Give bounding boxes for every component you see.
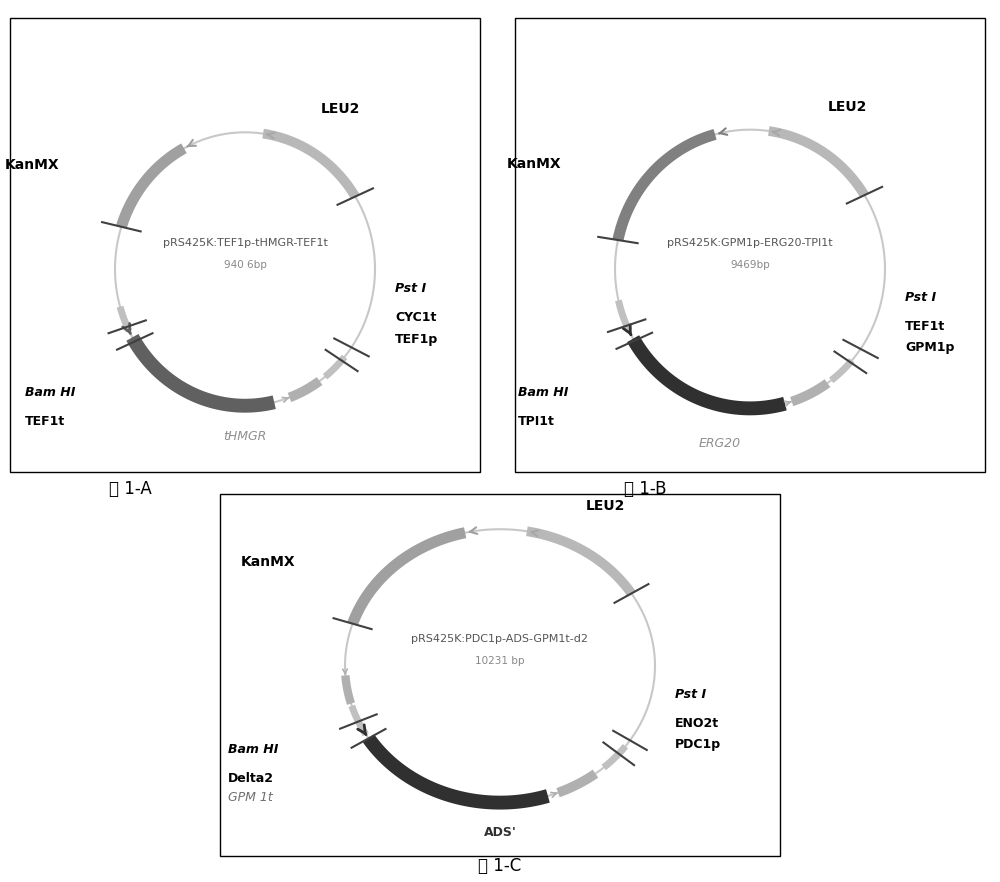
- Text: KanMX: KanMX: [506, 157, 561, 171]
- Text: 940 6bp: 940 6bp: [224, 259, 266, 270]
- Text: PDC1p: PDC1p: [675, 738, 721, 751]
- Text: 10231 bp: 10231 bp: [475, 656, 525, 667]
- Text: 图 1-C: 图 1-C: [478, 857, 522, 875]
- Bar: [515, 18, 985, 472]
- Text: GPM 1t: GPM 1t: [228, 791, 273, 804]
- Text: TEF1p: TEF1p: [395, 333, 438, 346]
- Text: Pst I: Pst I: [905, 291, 936, 304]
- Text: CYC1t: CYC1t: [395, 311, 436, 325]
- Text: Delta2: Delta2: [228, 772, 274, 785]
- Text: pRS425K:GPM1p-ERG20-TPI1t: pRS425K:GPM1p-ERG20-TPI1t: [667, 237, 833, 248]
- Text: LEU2: LEU2: [586, 499, 625, 513]
- Text: 9469bp: 9469bp: [730, 259, 770, 270]
- Text: Bam HI: Bam HI: [228, 743, 278, 756]
- Text: TEF1t: TEF1t: [905, 320, 945, 333]
- Text: tHMGR: tHMGR: [223, 430, 267, 444]
- Text: ERG20: ERG20: [699, 437, 741, 450]
- Text: LEU2: LEU2: [828, 100, 867, 114]
- Text: pRS425K:TEF1p-tHMGR-TEF1t: pRS425K:TEF1p-tHMGR-TEF1t: [163, 237, 327, 248]
- Text: Pst I: Pst I: [395, 282, 426, 295]
- Text: ENO2t: ENO2t: [675, 717, 719, 730]
- Text: ADS': ADS': [484, 826, 516, 840]
- Text: 图 1-B: 图 1-B: [624, 481, 666, 498]
- Text: Pst I: Pst I: [675, 688, 706, 701]
- Text: Bam HI: Bam HI: [25, 385, 75, 399]
- Text: KanMX: KanMX: [5, 159, 60, 172]
- Text: TEF1t: TEF1t: [25, 415, 65, 428]
- Text: TPI1t: TPI1t: [518, 415, 555, 428]
- Text: 图 1-A: 图 1-A: [109, 481, 151, 498]
- Text: GPM1p: GPM1p: [905, 341, 954, 355]
- Text: KanMX: KanMX: [241, 556, 296, 569]
- Bar: [10, 18, 480, 472]
- Text: pRS425K:PDC1p-ADS-GPM1t-d2: pRS425K:PDC1p-ADS-GPM1t-d2: [412, 634, 588, 645]
- Text: LEU2: LEU2: [321, 102, 360, 116]
- Text: Bam HI: Bam HI: [518, 385, 568, 399]
- Bar: [220, 494, 780, 856]
